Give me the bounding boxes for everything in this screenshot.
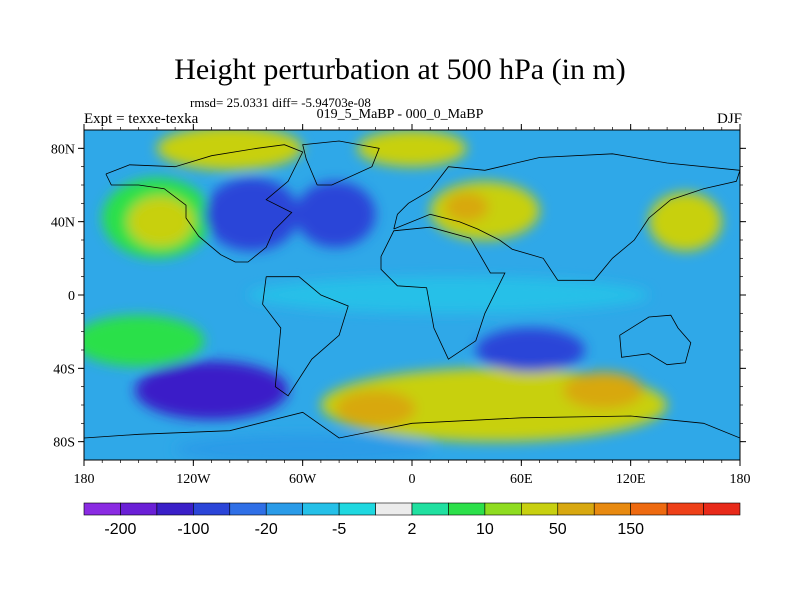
x-tick-label: 120E: [616, 472, 646, 487]
x-tick-label: 0: [409, 472, 416, 487]
colorbar-box: [484, 502, 522, 516]
field-region-southern-ocean-high-core-b: [563, 372, 644, 409]
colorbar-box: [411, 502, 449, 516]
experiment-label: Expt = texxe-texka: [84, 111, 199, 127]
field-region-south-pacific-low: [135, 361, 289, 420]
coastline-greenland: [302, 140, 380, 186]
field-region-tropical-band: [248, 276, 649, 314]
y-tick-label: 80S: [53, 436, 75, 451]
x-tick-label: 60W: [289, 472, 317, 487]
coastline-south-america: [262, 276, 349, 397]
coastlines: [84, 140, 740, 439]
field-region-north-atlantic-low: [295, 181, 376, 248]
field-region-eurasia-high-core: [444, 192, 489, 222]
field-region-arctic-high-west: [156, 130, 303, 171]
coastline-antarctica: [84, 411, 740, 439]
colorbar-box: [630, 502, 668, 516]
rmsd-stats: rmsd= 25.0331 diff= -5.94703e-08: [190, 95, 371, 110]
season-label: DJF: [716, 111, 742, 127]
field-region-north-america-low: [204, 177, 300, 251]
map-area: [84, 130, 740, 460]
y-tick-label: 0: [68, 289, 75, 304]
colorbar-box: [666, 502, 704, 516]
y-tick-label: 40N: [51, 216, 75, 231]
field-region-north-pacific-high-core: [127, 196, 194, 248]
field-region-arctic-high-east: [357, 130, 467, 167]
colorbar-box: [83, 502, 121, 516]
coastline-australia: [619, 314, 692, 366]
colorbar-box: [557, 502, 595, 516]
y-tick-label: 80N: [51, 142, 75, 157]
coastline-north-america: [105, 144, 304, 263]
coastline-eurasia: [393, 153, 740, 281]
colorbar-label: -100: [177, 521, 209, 538]
experiment-subtitle: 019_5_MaBP - 000_0_MaBP: [316, 107, 484, 122]
colorbar-label: -200: [104, 521, 136, 538]
colorbar-box: [338, 502, 376, 516]
y-tick-label: 40S: [53, 362, 75, 377]
colorbar-label: 50: [549, 521, 567, 538]
colorbar-box: [265, 502, 303, 516]
chart-title: Height perturbation at 500 hPa (in m): [174, 53, 626, 86]
colorbar-box: [593, 502, 631, 516]
field-region-south-pacific-high: [84, 315, 205, 367]
coastline-africa: [380, 226, 506, 360]
colorbar-label: -20: [255, 521, 278, 538]
colorbar-label: 150: [617, 521, 644, 538]
colorbar-box: [229, 502, 267, 516]
field-region-antarctica-low: [175, 434, 431, 460]
x-tick-label: 60E: [510, 472, 533, 487]
y-axis: 80N 40N 0 40S 80S: [51, 142, 746, 451]
colorbar-box: [521, 502, 559, 516]
colorbar-box: [156, 502, 194, 516]
colorbar-box: [375, 502, 413, 516]
x-tick-label: 180: [74, 472, 95, 487]
x-tick-label: 180: [730, 472, 751, 487]
colorbar-label: 2: [408, 521, 417, 538]
colorbar-label: -5: [332, 521, 346, 538]
field-region-north-west-pacific-high: [648, 192, 722, 252]
colorbar-box: [302, 502, 340, 516]
x-axis: 180 120W 60W 0 60E 120E 180: [74, 124, 751, 487]
field-region-indian-ocean-low: [475, 328, 586, 372]
colorbar-box: [193, 502, 231, 516]
colorbar-label: 10: [476, 521, 494, 538]
colorbar: -200 -100 -20 -5 2 10 50 150: [83, 502, 741, 538]
field-regions: [84, 130, 722, 460]
colorbar-box: [703, 502, 741, 516]
x-tick-label: 120W: [176, 472, 211, 487]
colorbar-box: [448, 502, 486, 516]
field-region-southern-ocean-high-core-a: [335, 390, 416, 427]
colorbar-box: [120, 502, 158, 516]
